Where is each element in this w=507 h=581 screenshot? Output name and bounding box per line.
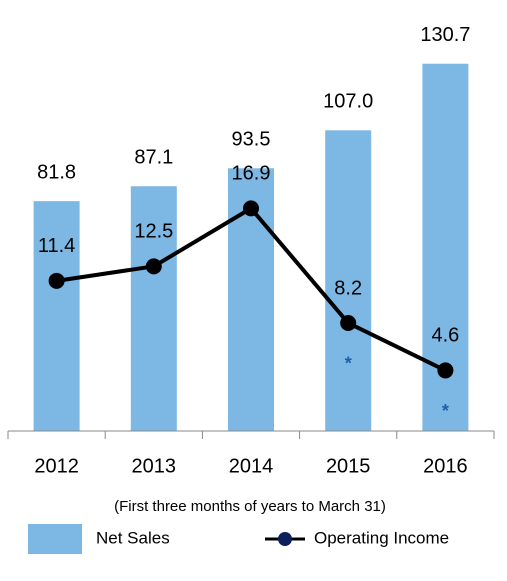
bar xyxy=(130,186,177,431)
line-marker xyxy=(145,258,162,275)
line-marker xyxy=(437,362,454,379)
line-value-label: 8.2 xyxy=(334,277,362,299)
legend-marker xyxy=(278,532,292,546)
annotation: * xyxy=(345,354,352,374)
x-tick-label: 2015 xyxy=(326,455,371,477)
line-marker xyxy=(243,200,259,217)
x-tick-label: 2012 xyxy=(34,455,79,477)
x-tick-label: 2014 xyxy=(229,455,274,477)
annotation: * xyxy=(442,401,449,421)
legend-swatch xyxy=(28,524,82,554)
line-value-label: 11.4 xyxy=(38,235,75,257)
bar-value-label: 87.1 xyxy=(134,147,173,169)
legend-label: Net Sales xyxy=(96,528,170,547)
x-tick-label: 2013 xyxy=(132,455,177,477)
line-value-label: 16.9 xyxy=(232,163,271,185)
bar-value-label: 93.5 xyxy=(232,129,271,151)
bar xyxy=(325,130,372,431)
line-value-label: 4.6 xyxy=(431,325,459,347)
legend-label: Operating Income xyxy=(314,528,449,547)
bar-value-label: 107.0 xyxy=(323,91,373,113)
line-value-label: 12.5 xyxy=(134,221,173,243)
bar-value-label: 130.7 xyxy=(420,24,470,46)
x-tick-label: 2016 xyxy=(423,455,468,477)
bar-value-label: 81.8 xyxy=(37,161,76,183)
line-marker xyxy=(48,272,65,289)
x-axis-label: (First three months of years to March 31… xyxy=(114,498,386,515)
bar xyxy=(33,201,80,431)
line-marker xyxy=(340,314,357,331)
